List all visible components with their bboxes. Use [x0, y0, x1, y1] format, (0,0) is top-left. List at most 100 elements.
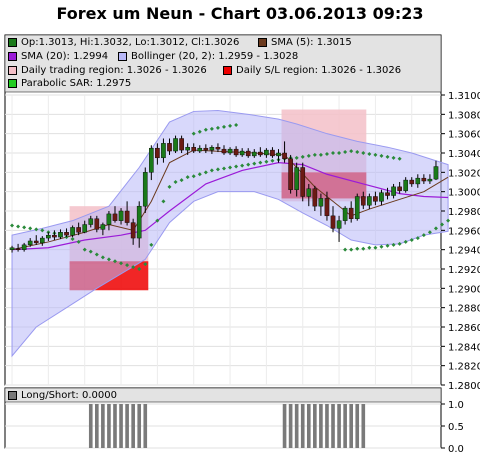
legend-swatch — [118, 52, 127, 61]
legend-label: Daily S/L region: 1.3026 - 1.3026 — [236, 65, 402, 76]
sar-dot — [28, 226, 33, 231]
sar-dot — [70, 237, 75, 242]
candle-body — [203, 147, 209, 151]
legend-swatch — [258, 38, 267, 47]
bollinger-band — [11, 109, 449, 358]
sar-dot — [294, 155, 299, 160]
candle-body — [312, 188, 318, 207]
legend-label: Bollinger (20, 2): 1.2959 - 1.3028 — [131, 51, 299, 62]
legend-label: Daily trading region: 1.3026 - 1.3026 — [21, 65, 207, 76]
sar-dot — [185, 175, 190, 180]
sar-dot — [355, 246, 360, 251]
sar-dot — [361, 246, 366, 251]
candle-body — [233, 148, 239, 156]
candle-body — [391, 186, 396, 196]
sar-dot — [409, 238, 414, 242]
candle-body — [100, 224, 106, 230]
candle-body — [118, 210, 124, 221]
long-short-bar — [113, 404, 117, 448]
sar-dot — [312, 152, 317, 157]
candle-body — [306, 188, 312, 197]
sar-dot — [324, 151, 329, 156]
sar-dot — [119, 261, 124, 266]
candle-body — [239, 150, 245, 156]
bollinger-band-area — [11, 109, 449, 358]
legend-label: Op:1.3013, Hi:1.3032, Lo:1.3012, Cl:1.30… — [21, 37, 240, 48]
candle-body — [185, 146, 190, 151]
candle-body — [397, 186, 402, 191]
candle-body — [433, 166, 439, 180]
sar-dot — [270, 158, 275, 163]
candle-body — [348, 207, 354, 219]
legend-swatch — [8, 66, 17, 75]
sar-dot — [131, 265, 136, 270]
sar-dot — [343, 150, 348, 155]
candle-body — [385, 192, 390, 196]
candle-body — [342, 207, 348, 221]
sar-dot — [361, 151, 366, 155]
long-short-bar — [288, 404, 293, 448]
candle-body — [76, 227, 81, 233]
long-short-bars — [88, 404, 366, 448]
long-short-bar — [107, 404, 111, 448]
candle-body — [245, 150, 251, 157]
sar-dot — [76, 239, 81, 244]
main-legend-box — [4, 34, 442, 93]
sar-dot — [337, 151, 342, 155]
sar-dot — [16, 224, 21, 229]
sar-dot — [355, 150, 360, 155]
candles — [9, 135, 439, 253]
candle-body — [130, 222, 136, 239]
legend-swatch — [8, 38, 17, 47]
sar-dot — [403, 239, 408, 244]
long-short-bar — [137, 404, 142, 448]
long-short-bar — [361, 404, 366, 448]
sub-legend-box — [4, 387, 442, 403]
sar-dot — [209, 126, 214, 131]
y-tick-label: 1.2820 — [448, 362, 480, 373]
candle-body — [15, 248, 21, 250]
long-short-bar — [88, 404, 93, 448]
y-tick-label: 1.3080 — [448, 110, 480, 121]
y-tick-label: 1.3040 — [448, 149, 480, 160]
candle-body — [282, 152, 287, 160]
legend-swatch — [223, 66, 232, 75]
long-short-bar — [343, 404, 347, 448]
sar-dot — [203, 127, 208, 132]
parabolic-sar — [10, 122, 451, 271]
legend-ohlc: Op:1.3013, Hi:1.3032, Lo:1.3012, Cl:1.30… — [8, 37, 239, 48]
sar-dot — [397, 156, 402, 161]
legend-bollinger: Bollinger (20, 2): 1.2959 - 1.3028 — [118, 51, 298, 62]
sar-dot — [94, 252, 99, 257]
sar-dot — [222, 166, 226, 171]
long-short-bar — [313, 404, 317, 448]
sar-dot — [203, 170, 208, 175]
candle-body — [264, 149, 269, 156]
sar-dot — [82, 247, 87, 252]
sar-dot — [167, 184, 172, 189]
long-short-bar — [101, 404, 105, 448]
sar-dot — [379, 153, 384, 158]
sub-y-tick-label: 0.5 — [448, 422, 464, 433]
candle-body — [209, 146, 215, 151]
sar-dot — [10, 223, 15, 228]
candle-body — [379, 192, 384, 202]
candle-body — [136, 205, 142, 239]
y-tick-label: 1.2960 — [448, 226, 480, 237]
candle-body — [21, 244, 27, 250]
sar-dot — [112, 259, 117, 264]
sub-y-axis: 0.0 0.5 1.0 — [441, 400, 464, 455]
sar-dot — [197, 129, 202, 134]
sar-dot — [234, 164, 239, 169]
sar-dot — [385, 243, 390, 248]
candle-body — [197, 147, 203, 152]
legend-label: SMA (5): 1.3015 — [271, 37, 352, 48]
y-tick-label: 1.2860 — [448, 323, 480, 334]
sub-y-tick-label: 0.0 — [448, 444, 464, 455]
legend-sar: Parabolic SAR: 1.2975 — [8, 78, 131, 89]
candle-body — [330, 215, 336, 229]
y-axis: 1.2800 1.2820 1.2840 1.2860 1.2880 1.2900 1.29… — [441, 91, 480, 392]
y-tick-label: 1.2980 — [448, 207, 480, 218]
y-tick-label: 1.3100 — [448, 91, 480, 102]
sar-dot — [367, 245, 372, 250]
